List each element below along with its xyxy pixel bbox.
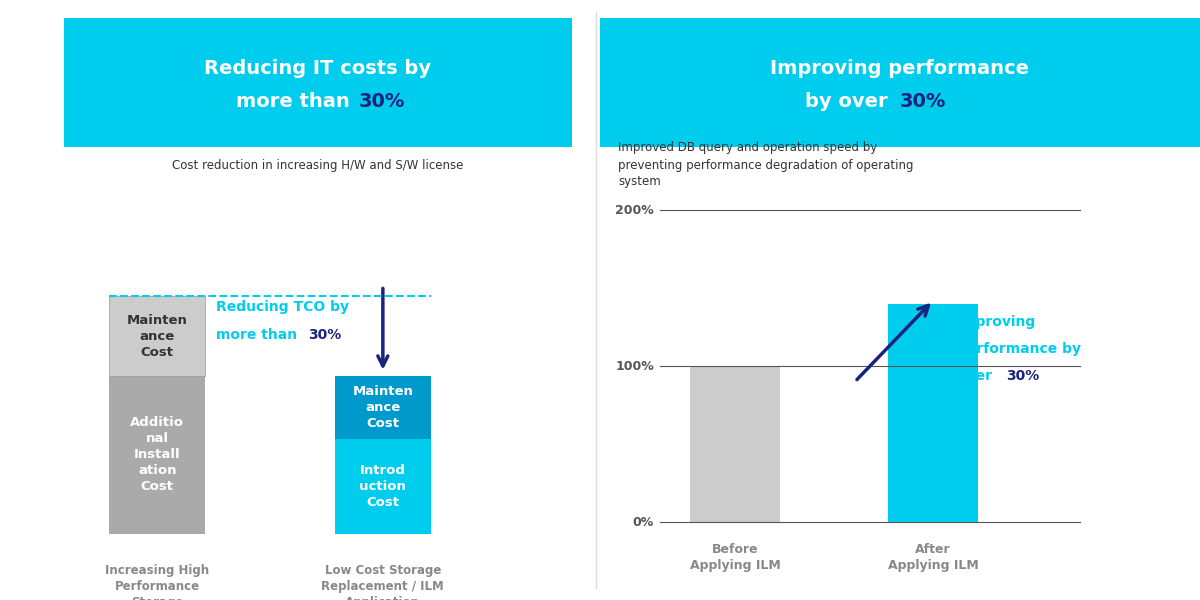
FancyBboxPatch shape: [109, 376, 205, 534]
Text: 30%: 30%: [900, 92, 947, 112]
FancyBboxPatch shape: [888, 304, 978, 522]
Text: Introd
uction
Cost: Introd uction Cost: [360, 464, 407, 509]
Text: Reducing IT costs by: Reducing IT costs by: [204, 59, 432, 79]
Text: 100%: 100%: [616, 359, 654, 373]
FancyBboxPatch shape: [335, 439, 431, 534]
Text: 0%: 0%: [632, 515, 654, 529]
FancyBboxPatch shape: [335, 376, 431, 439]
Text: 200%: 200%: [616, 203, 654, 217]
Text: Reducing TCO by: Reducing TCO by: [216, 300, 349, 314]
Text: over: over: [958, 368, 997, 383]
Text: 30%: 30%: [1007, 368, 1039, 383]
Text: by over: by over: [805, 92, 894, 112]
Text: After
Applying ILM: After Applying ILM: [888, 543, 978, 572]
Text: Mainten
ance
Cost: Mainten ance Cost: [127, 313, 187, 358]
Text: Improving: Improving: [958, 314, 1037, 329]
Text: Low Cost Storage
Replacement / ILM
Application: Low Cost Storage Replacement / ILM Appli…: [322, 564, 444, 600]
Text: more than: more than: [216, 328, 302, 342]
Text: 30%: 30%: [359, 92, 404, 112]
Text: Mainten
ance
Cost: Mainten ance Cost: [353, 385, 413, 430]
FancyBboxPatch shape: [600, 18, 1200, 147]
Text: 30%: 30%: [308, 328, 341, 342]
Text: performance by: performance by: [958, 341, 1081, 356]
Text: Cost reduction in increasing H/W and S/W license: Cost reduction in increasing H/W and S/W…: [173, 158, 463, 172]
Text: Additio
nal
Install
ation
Cost: Additio nal Install ation Cost: [131, 416, 185, 493]
Text: Improving performance: Improving performance: [770, 59, 1030, 79]
Text: Before
Applying ILM: Before Applying ILM: [690, 543, 780, 572]
FancyBboxPatch shape: [690, 366, 780, 522]
Text: more than: more than: [236, 92, 356, 112]
FancyBboxPatch shape: [109, 296, 205, 376]
FancyBboxPatch shape: [65, 18, 572, 147]
Text: Improved DB query and operation speed by
preventing performance degradation of o: Improved DB query and operation speed by…: [618, 142, 913, 188]
Text: Increasing High
Performance
Storage: Increasing High Performance Storage: [106, 564, 209, 600]
